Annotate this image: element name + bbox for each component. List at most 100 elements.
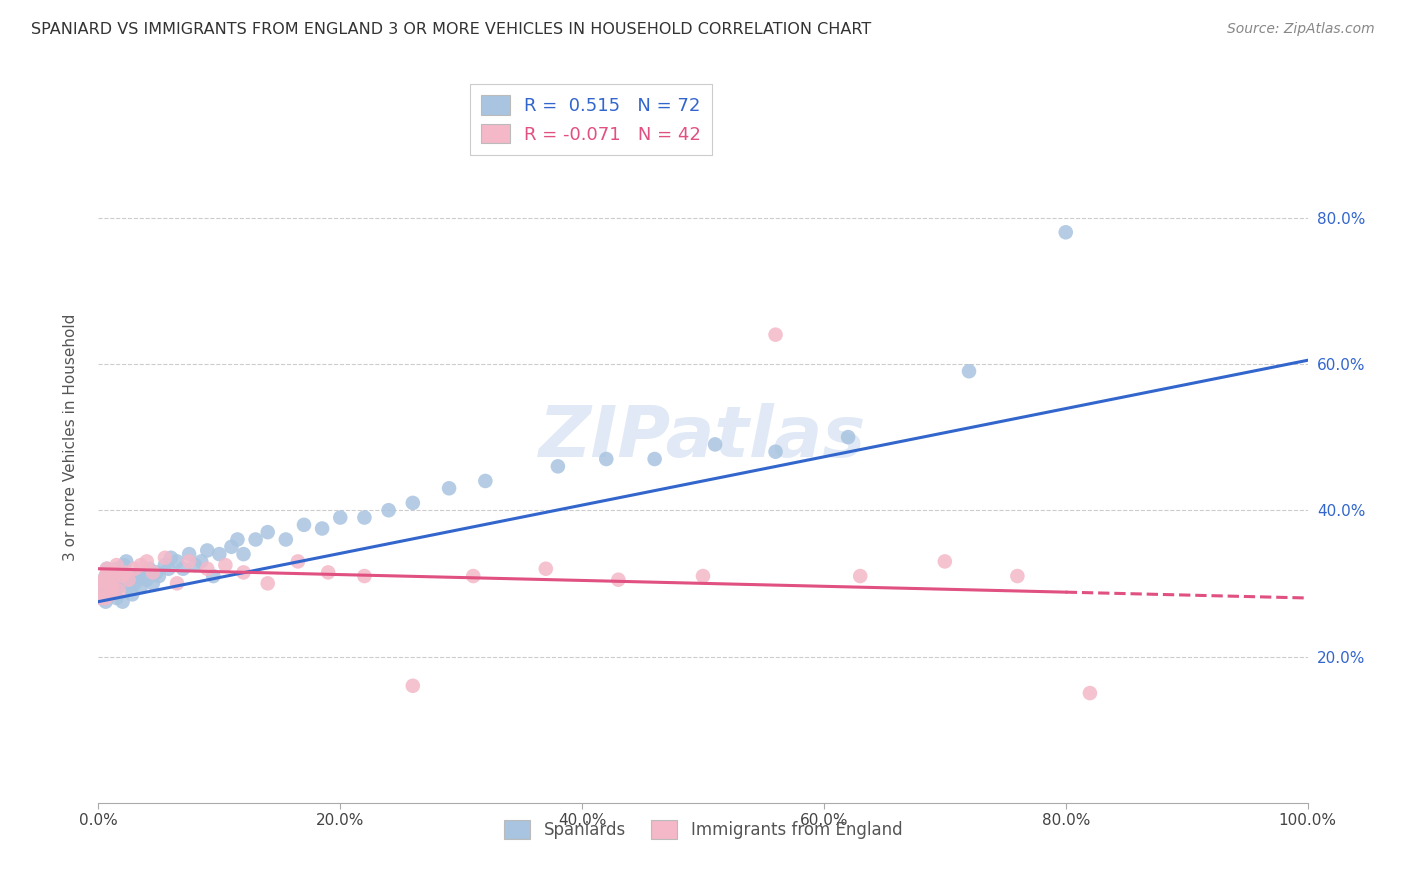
Point [94, 569, 117, 583]
Point [232, 566, 254, 580]
Point [108, 576, 131, 591]
Point [100, 580, 122, 594]
Point [124, 576, 146, 591]
Point [765, 444, 787, 458]
Point [329, 510, 352, 524]
Point [145, 566, 167, 580]
Point [118, 573, 141, 587]
Point [202, 569, 225, 583]
Point [534, 562, 557, 576]
Point [91, 583, 114, 598]
Point [90, 591, 112, 605]
Point [94, 591, 117, 605]
Point [353, 569, 375, 583]
Point [1054, 225, 1077, 239]
Point [172, 562, 194, 576]
Point [704, 437, 727, 451]
Point [108, 583, 131, 598]
Point [118, 580, 141, 594]
Point [138, 562, 160, 576]
Point [135, 554, 157, 568]
Point [595, 452, 617, 467]
Point [226, 533, 249, 547]
Point [110, 569, 132, 583]
Point [103, 583, 125, 598]
Point [232, 547, 254, 561]
Point [97, 583, 120, 598]
Point [105, 591, 128, 605]
Point [179, 554, 201, 568]
Point [245, 533, 267, 547]
Point [114, 576, 136, 591]
Point [115, 554, 138, 568]
Point [157, 562, 180, 576]
Point [402, 679, 425, 693]
Point [402, 496, 425, 510]
Point [96, 562, 118, 576]
Point [94, 569, 117, 583]
Point [195, 543, 218, 558]
Point [112, 558, 135, 573]
Point [118, 569, 141, 583]
Point [148, 569, 170, 583]
Point [221, 540, 243, 554]
Point [934, 554, 956, 568]
Point [214, 558, 236, 573]
Point [94, 594, 117, 608]
Point [1078, 686, 1101, 700]
Point [837, 430, 859, 444]
Point [107, 580, 129, 594]
Point [91, 591, 114, 605]
Point [208, 547, 231, 561]
Point [98, 580, 121, 594]
Point [692, 569, 714, 583]
Point [474, 474, 496, 488]
Point [127, 569, 149, 583]
Point [129, 580, 152, 594]
Point [97, 576, 120, 591]
Point [377, 503, 399, 517]
Point [121, 587, 143, 601]
Point [96, 587, 118, 601]
Point [98, 576, 121, 591]
Point [195, 562, 218, 576]
Point [101, 573, 124, 587]
Point [142, 566, 165, 580]
Point [957, 364, 980, 378]
Point [547, 459, 569, 474]
Point [91, 576, 114, 591]
Point [104, 576, 127, 591]
Point [190, 554, 212, 568]
Point [111, 594, 134, 608]
Point [437, 481, 460, 495]
Point [153, 550, 176, 565]
Text: Source: ZipAtlas.com: Source: ZipAtlas.com [1227, 22, 1375, 37]
Point [93, 573, 115, 587]
Point [849, 569, 872, 583]
Point [105, 562, 128, 576]
Legend: Spaniards, Immigrants from England: Spaniards, Immigrants from England [496, 814, 910, 846]
Point [166, 576, 188, 591]
Point [142, 576, 165, 591]
Point [166, 554, 188, 568]
Point [311, 521, 333, 535]
Point [607, 573, 630, 587]
Text: SPANIARD VS IMMIGRANTS FROM ENGLAND 3 OR MORE VEHICLES IN HOUSEHOLD CORRELATION : SPANIARD VS IMMIGRANTS FROM ENGLAND 3 OR… [31, 22, 872, 37]
Point [256, 525, 278, 540]
Point [463, 569, 485, 583]
Point [274, 533, 297, 547]
Point [101, 569, 124, 583]
Point [184, 558, 207, 573]
Point [124, 562, 146, 576]
Point [91, 583, 114, 598]
Point [135, 573, 157, 587]
Point [256, 576, 278, 591]
Point [96, 562, 118, 576]
Point [93, 580, 115, 594]
Point [100, 587, 122, 601]
Point [105, 558, 128, 573]
Y-axis label: 3 or more Vehicles in Household: 3 or more Vehicles in Household [63, 313, 77, 561]
Point [100, 573, 122, 587]
Point [316, 566, 339, 580]
Point [100, 580, 122, 594]
